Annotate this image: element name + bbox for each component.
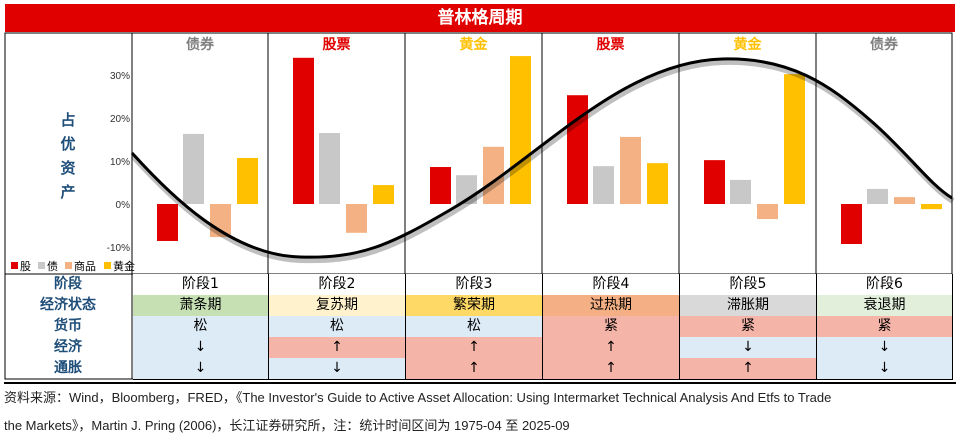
- bar-债-阶段4: [593, 166, 614, 204]
- y-tick-label: 20%: [110, 114, 130, 125]
- y-axis-label: 占优资产: [60, 111, 76, 201]
- bar-债-阶段6: [867, 188, 888, 204]
- row-label-economy: 经济: [54, 339, 82, 355]
- inflation-cell: ↑: [406, 358, 543, 380]
- row-label-stage: 阶段: [54, 276, 82, 292]
- bar-商品-阶段2: [346, 204, 367, 233]
- stage-cell: 阶段6: [817, 274, 953, 296]
- cycle-curve: [130, 57, 953, 259]
- legend-label: 黄金: [113, 259, 135, 273]
- stage-cell: 阶段5: [680, 274, 817, 296]
- legend-label: 股: [20, 260, 31, 273]
- bar-黄金-阶段5: [784, 74, 805, 204]
- inflation-cell: ↓: [269, 358, 406, 380]
- y-tick-label: 0%: [116, 200, 131, 211]
- state-cell: 滞胀期: [680, 295, 817, 317]
- bar-债-阶段5: [730, 179, 751, 204]
- chart-title: 普林格周期: [5, 4, 955, 32]
- dominant-asset-label: 债券: [186, 36, 215, 53]
- cycle-curve-shadow: [130, 58, 955, 264]
- money-cell: 松: [269, 316, 406, 338]
- y-tick-label: 10%: [110, 157, 130, 168]
- legend-swatch: [104, 262, 111, 269]
- y-tick-label: -10%: [107, 243, 130, 254]
- legend-swatch: [11, 262, 18, 269]
- dominant-asset-label: 债券: [870, 36, 899, 53]
- bar-股-阶段1: [157, 204, 178, 241]
- legend-label: 债: [47, 259, 58, 273]
- bar-商品-阶段6: [894, 197, 915, 204]
- economy-cell: ↓: [817, 337, 953, 359]
- inflation-cell: ↓: [133, 358, 269, 380]
- bar-债-阶段2: [319, 133, 340, 204]
- source-line-1: 资料来源：Wind，Bloomberg，FRED，《The Investor's…: [4, 390, 832, 405]
- bar-商品-阶段3: [483, 146, 504, 204]
- row-label-money: 货币: [54, 318, 82, 334]
- dominant-asset-label: 黄金: [460, 36, 489, 53]
- legend-label: 商品: [74, 259, 96, 273]
- bar-商品-阶段5: [757, 204, 778, 220]
- state-cell: 衰退期: [817, 295, 953, 317]
- state-cell: 繁荣期: [406, 295, 543, 317]
- row-label-inflation: 通胀: [54, 360, 82, 376]
- money-cell: 紧: [543, 316, 680, 338]
- stage-cell: 阶段1: [133, 274, 269, 296]
- bar-股-阶段3: [430, 167, 451, 204]
- economy-cell: ↓: [133, 337, 269, 359]
- state-cell: 萧条期: [133, 295, 269, 317]
- bar-黄金-阶段3: [510, 56, 531, 204]
- economy-cell: ↑: [543, 337, 680, 359]
- bar-黄金-阶段2: [373, 185, 394, 204]
- money-cell: 紧: [817, 316, 953, 338]
- source-line-2: the Markets》，Martin J. Pring (2006)，长江证券…: [4, 418, 570, 433]
- bar-股-阶段6: [841, 204, 862, 244]
- economy-cell: ↓: [680, 337, 817, 359]
- money-cell: 紧: [680, 316, 817, 338]
- state-cell: 复苏期: [269, 295, 406, 317]
- dominant-asset-label: 股票: [323, 37, 351, 53]
- bar-股-阶段2: [293, 57, 314, 204]
- economy-cell: ↑: [406, 337, 543, 359]
- money-cell: 松: [133, 316, 269, 338]
- legend-swatch: [38, 262, 45, 269]
- y-tick-label: 30%: [110, 71, 130, 82]
- bar-债-阶段1: [183, 133, 204, 204]
- stage-cell: 阶段2: [269, 274, 406, 296]
- bar-黄金-阶段6: [921, 204, 942, 210]
- legend-swatch: [65, 262, 72, 269]
- row-label-state: 经济状态: [40, 297, 96, 313]
- inflation-cell: ↓: [817, 358, 953, 380]
- dominant-asset-label: 股票: [597, 37, 625, 53]
- inflation-cell: ↑: [543, 358, 680, 380]
- bar-股-阶段4: [567, 95, 588, 204]
- dominant-asset-label: 黄金: [734, 36, 763, 53]
- bar-商品-阶段4: [620, 136, 641, 204]
- money-cell: 松: [406, 316, 543, 338]
- bar-股-阶段5: [704, 160, 725, 204]
- source-note: 资料来源：Wind，Bloomberg，FRED，《The Investor's…: [4, 382, 956, 440]
- stage-cell: 阶段3: [406, 274, 543, 296]
- bar-黄金-阶段4: [647, 163, 668, 204]
- economy-cell: ↑: [269, 337, 406, 359]
- state-cell: 过热期: [543, 295, 680, 317]
- bar-黄金-阶段1: [237, 157, 258, 204]
- stage-cell: 阶段4: [543, 274, 680, 296]
- inflation-cell: ↑: [680, 358, 817, 380]
